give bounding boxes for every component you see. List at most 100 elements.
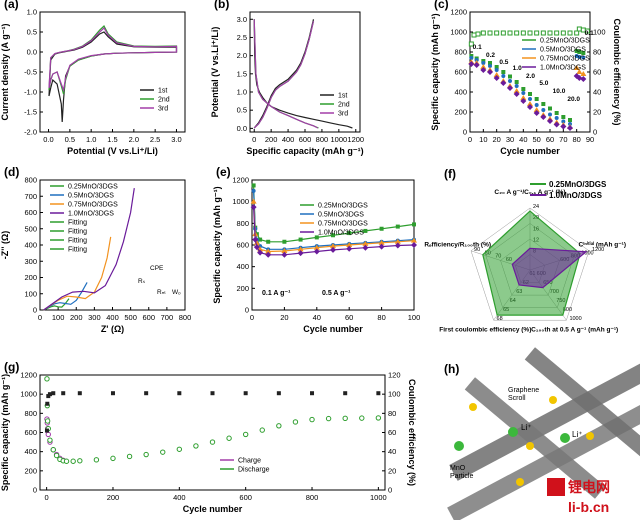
y2-axis-title: Coulombic efficiency (%) <box>407 379 417 486</box>
x-tick-label: 50 <box>532 135 540 144</box>
data-point <box>110 455 116 462</box>
data-point <box>250 204 257 211</box>
legend-label: Charge <box>238 458 261 465</box>
legend-label: 0.5MnO/3DGS <box>540 47 586 54</box>
x-tick-label: 500 <box>124 313 137 322</box>
y2-tick-label: 80 <box>593 48 601 57</box>
y-tick-label: 0.5 <box>27 28 37 37</box>
data-point <box>561 115 566 119</box>
legend-label: Fitting <box>68 220 87 227</box>
data-point <box>547 30 553 36</box>
data-point <box>500 30 506 36</box>
radar-ring <box>470 207 590 321</box>
series-line <box>43 188 135 311</box>
data-point <box>160 449 166 455</box>
data-point <box>554 116 559 120</box>
x-tick-label: 600 <box>142 313 155 322</box>
data-point <box>265 251 272 258</box>
y-tick-label: 1200 <box>232 176 249 185</box>
x-tick-label: 200 <box>107 493 120 502</box>
data-point <box>342 415 348 422</box>
data-point <box>567 125 573 131</box>
data-point <box>480 64 487 69</box>
y-tick-label: 700 <box>24 192 37 201</box>
y2-tick-label: 60 <box>388 428 396 437</box>
data-point <box>527 104 533 110</box>
graphene-scroll-label-line: Graphene <box>508 387 539 394</box>
data-point <box>45 431 51 438</box>
data-point <box>581 51 586 55</box>
y-tick-label: 500 <box>24 224 37 233</box>
data-point <box>53 452 60 459</box>
panel-label-b: (b) <box>214 0 229 11</box>
x-tick-label: 600 <box>239 493 252 502</box>
legend-label: 0.5MnO/3DGS <box>68 193 114 200</box>
y-tick-label: 800 <box>24 176 37 185</box>
y-axis-title: -Z'' (Ω) <box>0 231 10 260</box>
li-ion <box>454 441 464 451</box>
radar-axis-label: C₁₀₀th at 0.5 A g⁻¹ (mAh g⁻¹) <box>531 326 618 333</box>
panel-label-a: (a) <box>4 0 19 11</box>
watermark-cn: 锂电网 <box>568 479 610 495</box>
x-tick-label: 20 <box>280 313 288 322</box>
data-point <box>50 447 56 453</box>
data-point <box>580 76 587 82</box>
data-point <box>44 428 49 433</box>
y-tick-label: 1200 <box>20 371 37 380</box>
data-point <box>480 30 486 36</box>
y-tick-label: 0.0 <box>27 48 37 57</box>
radar-tick-label: 1000 <box>581 250 593 256</box>
radar-axis-label: Cᴵⁿⁱᵗⁱᵃˡ (mAh g⁻¹) <box>579 240 627 249</box>
data-point <box>362 244 369 251</box>
legend-label: 2nd <box>338 102 350 109</box>
panel-label-f: (f) <box>444 167 456 181</box>
data-point <box>521 91 526 95</box>
x-tick-label: 0.5 <box>65 135 75 144</box>
data-point <box>488 61 492 65</box>
series-line <box>253 19 318 129</box>
x-tick-label: 0 <box>250 313 254 322</box>
data-point <box>257 249 264 256</box>
data-point <box>347 231 352 236</box>
data-point <box>379 226 384 231</box>
data-point <box>541 108 546 112</box>
data-point <box>480 67 487 73</box>
x-tick-label: 0 <box>252 135 256 144</box>
legend-label: Discharge <box>238 467 270 474</box>
legend-label: Fitting <box>68 229 87 236</box>
y-tick-label: 400 <box>24 447 37 456</box>
data-point <box>110 391 115 396</box>
y-tick-label: 1200 <box>450 8 467 17</box>
data-point <box>292 419 299 425</box>
x-axis-title: Cycle number <box>500 146 560 156</box>
data-point <box>561 119 566 124</box>
x-tick-label: 0.0 <box>43 135 53 144</box>
data-point <box>253 239 260 245</box>
data-point <box>469 56 474 60</box>
x-tick-label: 400 <box>282 135 295 144</box>
x-tick-label: 700 <box>161 313 174 322</box>
y-tick-label: 3.0 <box>237 15 247 24</box>
x-tick-label: 40 <box>313 313 321 322</box>
data-point <box>487 69 493 75</box>
y-tick-label: 200 <box>24 273 37 282</box>
data-point <box>528 92 532 96</box>
y-tick-label: 600 <box>236 241 249 250</box>
y2-tick-label: 0 <box>388 486 392 495</box>
series-line <box>48 27 178 93</box>
data-point <box>576 26 582 32</box>
x-tick-label: 80 <box>572 135 580 144</box>
legend-label: 2nd <box>158 97 170 104</box>
data-point <box>44 376 50 382</box>
data-point <box>47 437 53 443</box>
x-tick-label: 400 <box>173 493 186 502</box>
y2-tick-label: 40 <box>388 447 396 456</box>
graphene-scrolls <box>447 347 640 520</box>
panel-g: (g)0 200 400 600 800 100002004006008001000120… <box>0 360 417 514</box>
x-tick-label: 1000 <box>331 135 348 144</box>
data-point <box>281 251 288 258</box>
y-tick-label: -1.5 <box>24 108 37 117</box>
y2-axis-title: Coulombic efficiency (%) <box>612 18 622 125</box>
y-axis-title: Specific capacity (mAh g⁻¹) <box>430 13 440 130</box>
